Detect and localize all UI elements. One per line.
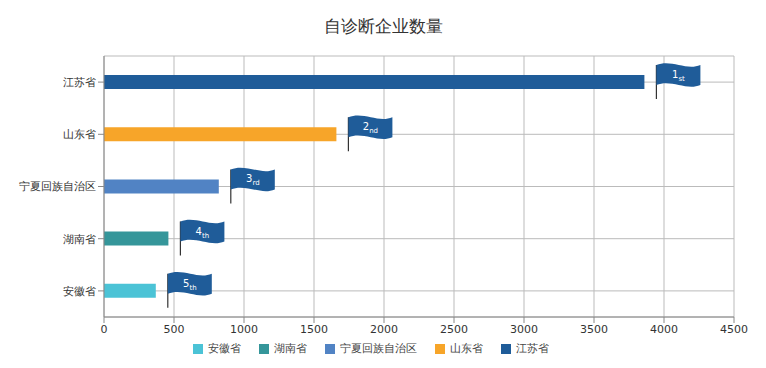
svg-text:3000: 3000 — [510, 323, 538, 336]
svg-text:宁夏回族自治区: 宁夏回族自治区 — [19, 180, 96, 193]
svg-text:4000: 4000 — [650, 323, 678, 336]
svg-text:江苏省: 江苏省 — [63, 76, 96, 89]
svg-text:5th: 5th — [183, 278, 197, 292]
svg-text:1000: 1000 — [230, 323, 258, 336]
svg-text:0: 0 — [101, 323, 108, 336]
html-text:山东省: 山东省 — [450, 342, 483, 355]
html-text:自诊断企业数量: 自诊断企业数量 — [323, 16, 443, 36]
svg-text:山东省: 山东省 — [63, 128, 96, 141]
svg-text:4500: 4500 — [720, 323, 748, 336]
svg-text:2500: 2500 — [440, 323, 468, 336]
svg-text:4th: 4th — [196, 226, 210, 240]
svg-text:3rd: 3rd — [246, 173, 260, 187]
svg-text:1st: 1st — [672, 69, 685, 83]
html-text:江苏省: 江苏省 — [516, 342, 549, 355]
svg-text:湖南省: 湖南省 — [63, 233, 96, 246]
svg-text:安徽省: 安徽省 — [63, 285, 96, 298]
html-text:宁夏回族自治区: 宁夏回族自治区 — [340, 342, 417, 355]
svg-text:2000: 2000 — [370, 323, 398, 336]
svg-text:1500: 1500 — [300, 323, 328, 336]
svg-text:500: 500 — [164, 323, 185, 336]
html-text:湖南省: 湖南省 — [274, 342, 307, 355]
svg-text:3500: 3500 — [580, 323, 608, 336]
svg-text:2nd: 2nd — [363, 121, 378, 135]
html-text:安徽省: 安徽省 — [208, 342, 241, 355]
